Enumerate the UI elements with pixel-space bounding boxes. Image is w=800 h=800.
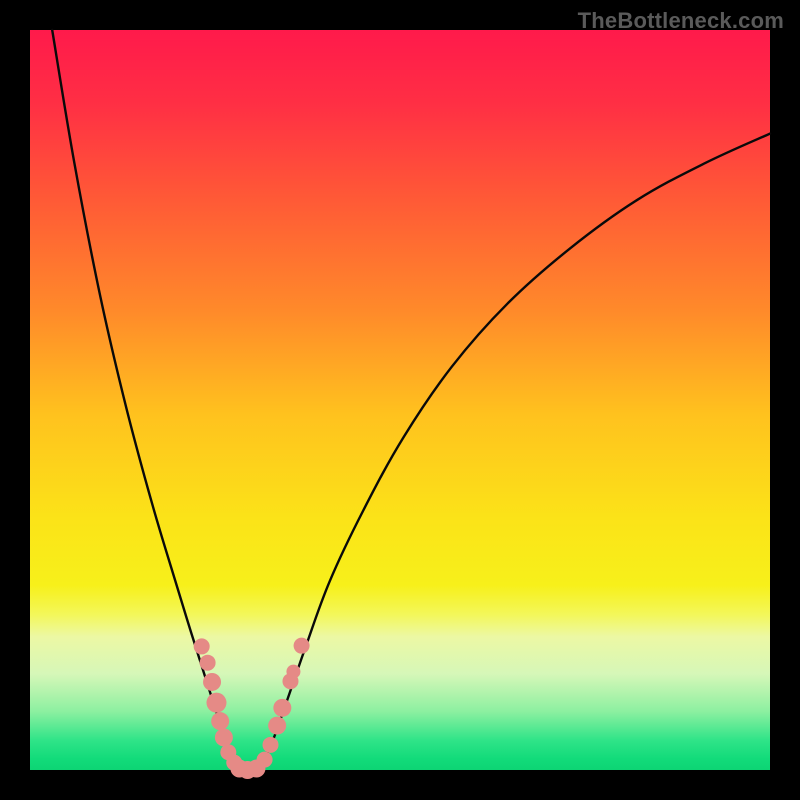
data-dot bbox=[273, 699, 291, 717]
bottleneck-curve-right bbox=[252, 134, 770, 770]
bottleneck-curve-left bbox=[52, 30, 244, 770]
data-dot bbox=[203, 673, 221, 691]
data-dot bbox=[286, 665, 300, 679]
plot-area bbox=[30, 30, 770, 770]
data-dot bbox=[263, 737, 279, 753]
data-dots bbox=[194, 638, 310, 779]
data-dot bbox=[215, 728, 233, 746]
data-dot bbox=[294, 638, 310, 654]
data-dot bbox=[268, 717, 286, 735]
data-dot bbox=[206, 693, 226, 713]
data-dot bbox=[211, 712, 229, 730]
data-dot bbox=[194, 638, 210, 654]
chart-stage: TheBottleneck.com bbox=[0, 0, 800, 800]
watermark-text: TheBottleneck.com bbox=[578, 8, 784, 34]
plot-svg bbox=[30, 30, 770, 770]
data-dot bbox=[257, 752, 273, 768]
data-dot bbox=[200, 655, 216, 671]
